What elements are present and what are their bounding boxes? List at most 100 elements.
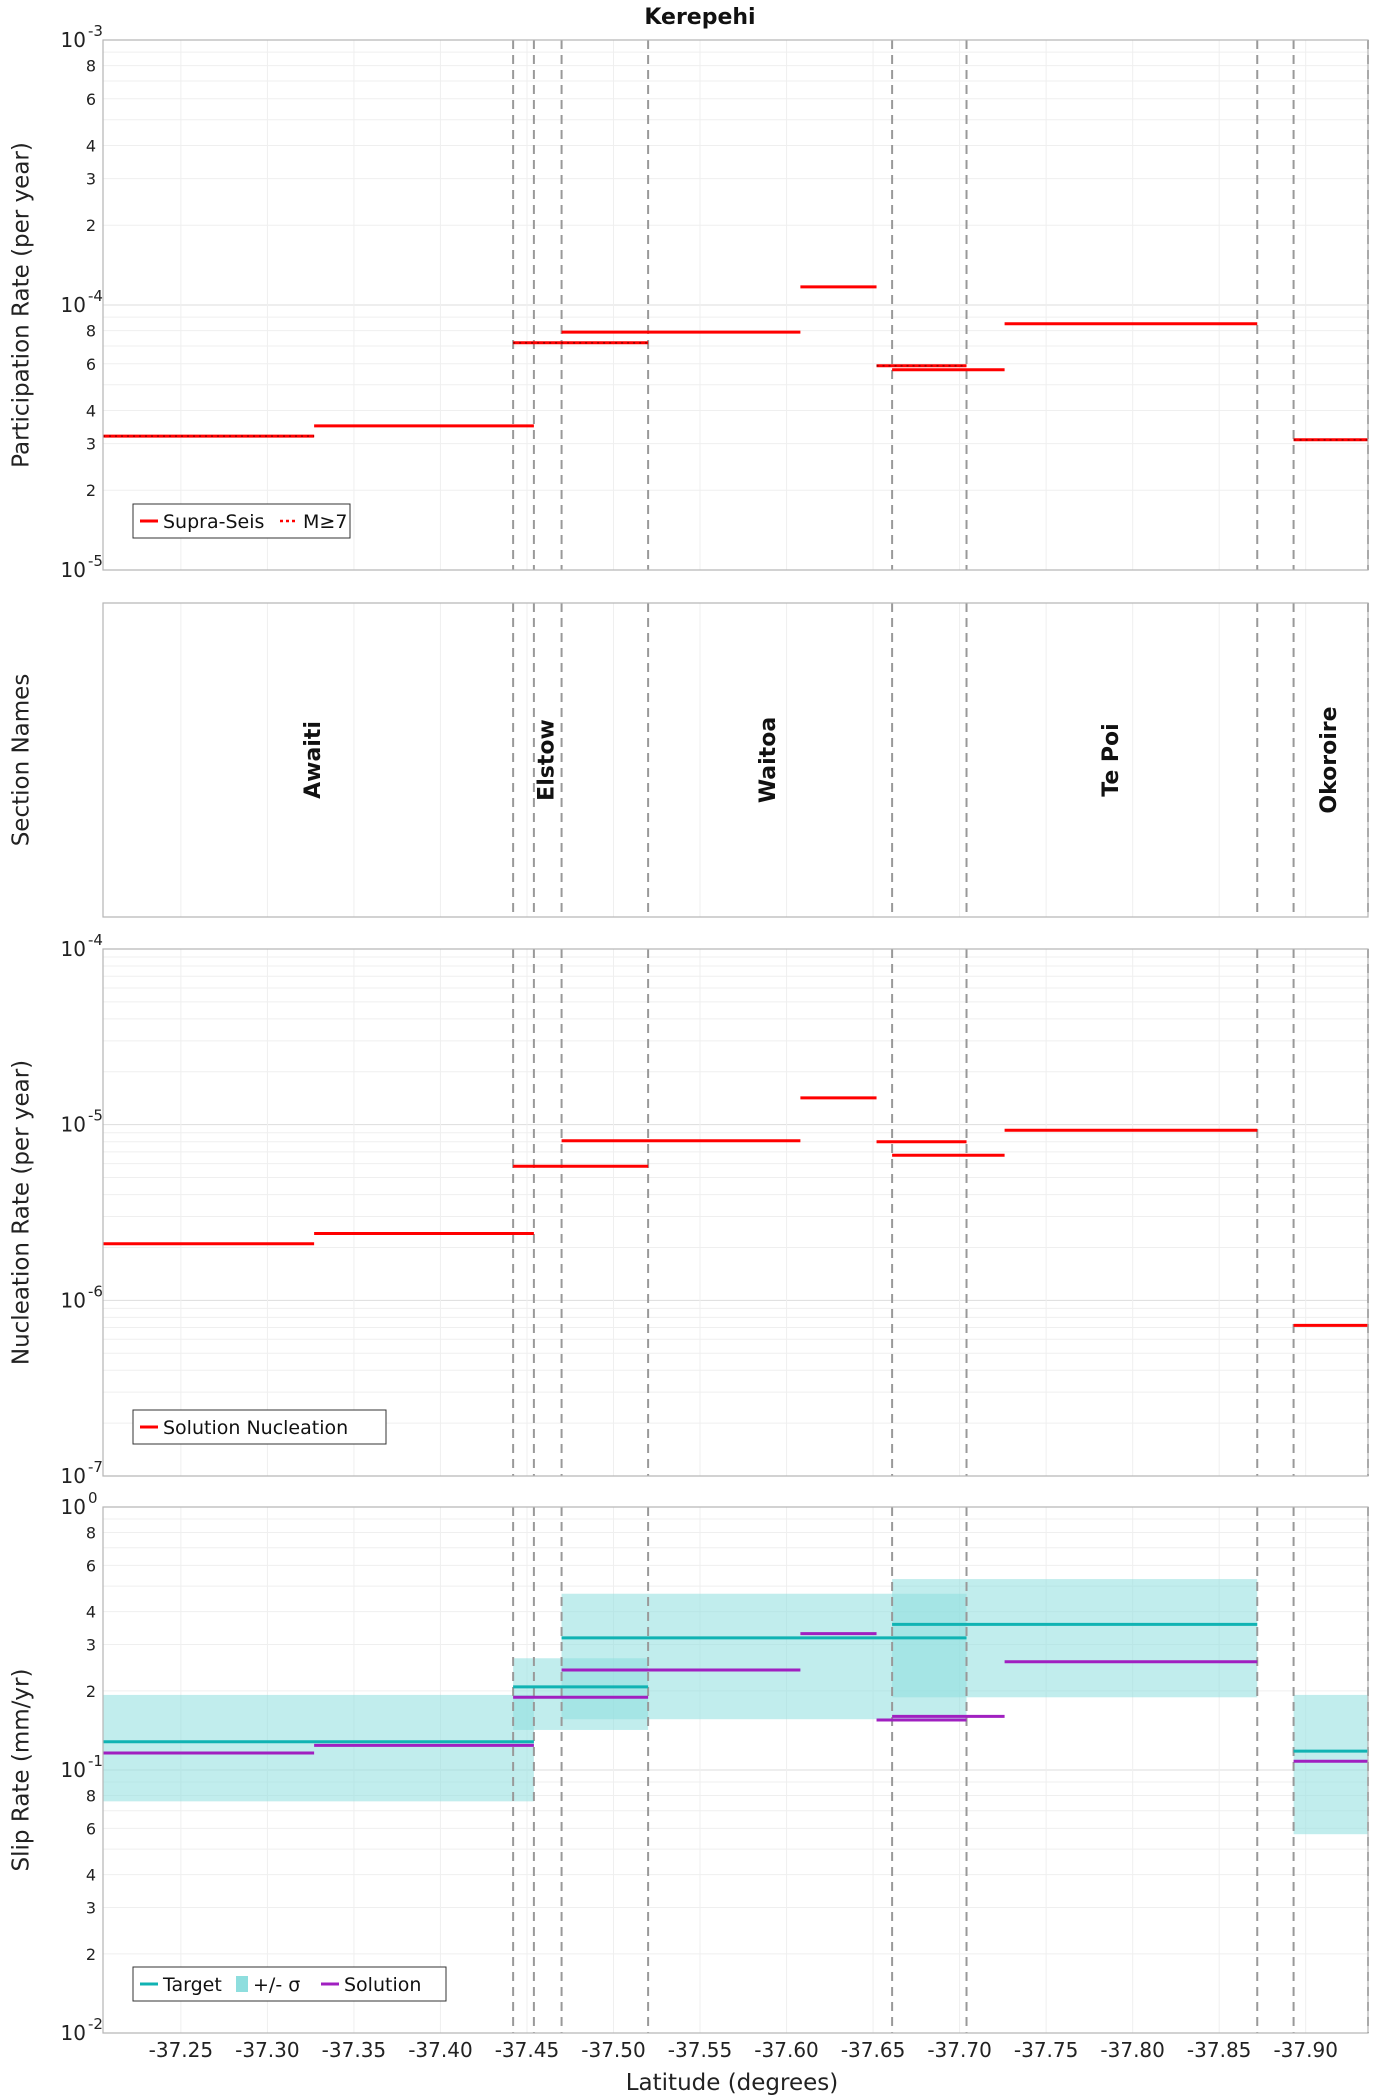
- x-tick-label: -37.30: [235, 2038, 299, 2062]
- panel-slip: Slip Rate (mm/yr)10-210-110 02346823468Ta…: [9, 1489, 1369, 2045]
- y-minor-tick-label: 4: [86, 1866, 96, 1885]
- y-tick-exponent: -2: [88, 2015, 103, 2033]
- x-tick-label: -37.60: [754, 2038, 818, 2062]
- y-minor-tick-label: 3: [86, 1899, 96, 1918]
- panel-nucleation: Nucleation Rate (per year)10-710-610-510…: [9, 931, 1369, 1488]
- x-tick-label: -37.35: [322, 2038, 386, 2062]
- legend-box: [132, 1409, 387, 1445]
- y-tick-label: 10: [61, 1113, 86, 1137]
- y-axis-label: Participation Rate (per year): [9, 142, 35, 468]
- y-tick-base: 10: [61, 1758, 86, 1782]
- panel-sections: Awaiti Elstow Waitoa Te Poi Okoroire Section …: [9, 602, 1369, 918]
- y-minor-tick-label: 6: [86, 355, 96, 374]
- y-minor-tick-label: 8: [86, 57, 96, 76]
- y-tick-base: 10: [61, 1288, 86, 1312]
- chart-title: Kerepehi: [644, 5, 755, 30]
- x-tick-label: -37.75: [1014, 2038, 1078, 2062]
- panel-frame: [102, 1506, 1369, 2034]
- series-target: [103, 1622, 1368, 1753]
- x-tick-label: -37.45: [495, 2038, 559, 2062]
- panel-participation: Participation Rate (per year)10 -510 -410-…: [9, 22, 1369, 582]
- y-tick-label: 10: [61, 28, 86, 52]
- x-tick-label: -37.40: [408, 2038, 472, 2062]
- y-minor-tick-label: 3: [86, 170, 96, 189]
- y-tick-label: 10: [61, 1288, 86, 1312]
- y-axis-label: Section Names: [9, 674, 35, 847]
- y-minor-tick-label: 3: [86, 435, 96, 454]
- y-tick-label: 10: [61, 937, 86, 961]
- x-axis-label: Latitude (degrees): [626, 2070, 839, 2096]
- sigma-band: [1293, 1694, 1368, 1835]
- y-tick-exponent: 0: [88, 1489, 98, 1507]
- legend-swatch: [236, 1976, 248, 1992]
- section-name: Waitoa: [756, 717, 781, 803]
- y-tick-label: 10: [61, 1758, 86, 1782]
- y-minor-tick-label: 6: [86, 1556, 96, 1575]
- y-minor-tick-label: 2: [86, 1682, 96, 1701]
- y-tick-label: 10: [61, 2021, 86, 2045]
- y-minor-tick-label: 4: [86, 1603, 96, 1622]
- legend-label: Solution Nucleation: [163, 1417, 348, 1439]
- x-tick-label: -37.90: [1273, 2038, 1337, 2062]
- y-axis-label: Slip Rate (mm/yr): [9, 1669, 35, 1872]
- legend-label: Target: [162, 1974, 222, 1996]
- y-tick-exponent: -5: [88, 1107, 103, 1125]
- series-supra-seis: [103, 285, 1368, 442]
- y-minor-tick-label: 4: [86, 136, 96, 155]
- y-tick-base: 10: [61, 1464, 86, 1488]
- y-tick-label: 10: [61, 1464, 86, 1488]
- x-tick-label: -37.80: [1100, 2038, 1164, 2062]
- section-name: Awaiti: [301, 721, 326, 799]
- y-minor-tick-label: 6: [86, 90, 96, 109]
- y-tick-base: 10: [61, 937, 86, 961]
- y-tick-exponent: -1: [88, 1752, 103, 1770]
- y-tick-exponent: -6: [88, 1282, 103, 1300]
- series-m-7: [103, 342, 1368, 441]
- legend-label: M≥7: [303, 511, 347, 533]
- x-tick-label: -37.55: [668, 2038, 732, 2062]
- panel-frame: [102, 39, 1369, 571]
- y-minor-tick-label: 3: [86, 1636, 96, 1655]
- y-tick-base: 10: [61, 293, 86, 317]
- legend-label: Solution: [344, 1974, 421, 1996]
- x-ticks: -37.25 -37.30 -37.35 -37.40 -37.45 -37.50 -37.…: [149, 2038, 1338, 2062]
- legend: Target +/- σ Solution: [132, 1966, 447, 2002]
- y-minor-tick-label: 2: [86, 216, 96, 235]
- y-tick-exponent: -4: [88, 287, 103, 305]
- y-axis-label: Nucleation Rate (per year): [9, 1060, 35, 1365]
- y-tick-label: 10: [61, 1495, 86, 1519]
- sigma-band: [103, 1694, 534, 1802]
- y-tick-base: 10: [61, 1495, 86, 1519]
- legend: Supra-Seis M≥7: [132, 503, 351, 539]
- x-tick-label: -37.25: [149, 2038, 213, 2062]
- series-solution: [103, 1632, 1368, 1763]
- section-name: Okoroire: [1317, 706, 1342, 813]
- y-minor-tick-label: 4: [86, 401, 96, 420]
- y-tick-exponent: -3: [88, 22, 103, 40]
- y-tick-base: 10: [61, 1113, 86, 1137]
- plot-panels: Participation Rate (per year)10 -510 -410-…: [9, 22, 1369, 2062]
- panel-frame: [102, 602, 1369, 918]
- x-tick-label: -37.50: [581, 2038, 645, 2062]
- legend-label: Supra-Seis: [163, 511, 264, 533]
- panel-frame: [102, 948, 1369, 1477]
- y-tick-exponent: -4: [88, 931, 103, 949]
- y-tick-label: 10: [61, 558, 86, 582]
- x-tick-label: -37.85: [1187, 2038, 1251, 2062]
- legend: Solution Nucleation: [132, 1409, 387, 1445]
- y-tick-label: 10: [61, 293, 86, 317]
- legend-box: [132, 503, 351, 539]
- x-tick-label: -37.65: [841, 2038, 905, 2062]
- y-tick-base: 10: [61, 558, 86, 582]
- y-tick-exponent: -7: [88, 1458, 103, 1476]
- y-minor-tick-label: 2: [86, 481, 96, 500]
- y-tick-base: 10: [61, 2021, 86, 2045]
- y-minor-tick-label: 2: [86, 1945, 96, 1964]
- y-minor-tick-label: 8: [86, 1786, 96, 1805]
- y-minor-tick-label: 8: [86, 1523, 96, 1542]
- y-tick-exponent: -5: [88, 552, 103, 570]
- y-minor-tick-label: 6: [86, 1819, 96, 1838]
- series-solution-nucleation: [103, 1096, 1368, 1327]
- legend-label: +/- σ: [253, 1974, 300, 1996]
